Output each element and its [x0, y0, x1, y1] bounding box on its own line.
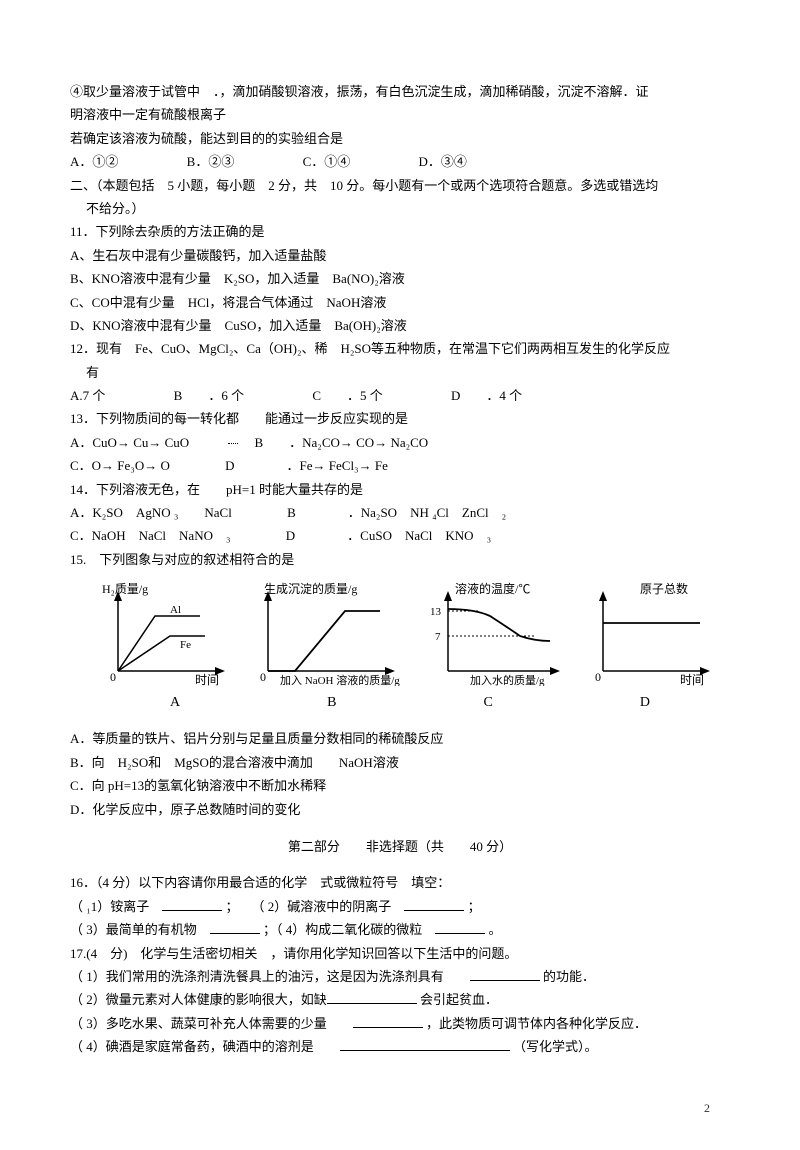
page-number: 2	[70, 1098, 730, 1120]
blank	[353, 1014, 423, 1028]
chart-c-t7: 7	[435, 631, 441, 643]
q14-a: A．K₂SO AgNO ₃ NaCl	[70, 505, 232, 520]
q14-c: C．NaOH NaCl NaNO ₃	[70, 528, 231, 543]
blank	[470, 967, 540, 981]
q17-stem: 17.(4 分) 化学与生活密切相关 ，请你用化学知识回答以下生活中的问题。	[70, 942, 730, 965]
q14-row2: C．NaOH NaCl NaNO ₃ D ．CuSO NaCl KNO ₃	[70, 524, 730, 547]
chart-c-xlabel: 加入水的质量/g	[470, 673, 545, 686]
q16-l2a: （ 3）最简单的有机物	[70, 922, 210, 937]
part2-title: 第二部分 非选择题（共 40 分）	[70, 835, 730, 858]
q16-stem: 16．（4 分）以下内容请你用最合适的化学 式或微粒符号 填空：	[70, 871, 730, 894]
q11-stem: 11．下列除去杂质的方法正确的是	[70, 220, 730, 243]
chart-a-fe: Fe	[180, 639, 191, 651]
q10-optB: B．②③	[187, 154, 235, 169]
q14-b: B ．Na₂SO NH ₄Cl ZnCl ₂	[287, 505, 506, 520]
q16-l2c: 。	[489, 922, 502, 937]
q17-l3a: （ 3）多吃水果、蔬菜可补充人体需要的少量	[70, 1016, 353, 1031]
q16-l1a: （ ₁1）铵离子	[70, 899, 162, 914]
q17-l4b: （写化学式）。	[513, 1039, 598, 1054]
section-two: 二、（本题包括 5 小题，每小题 2 分，共 10 分。每小题有一个或两个选项符…	[70, 174, 730, 197]
q12-options: A.7 个 B ．6 个 C ．5 个 D ．4 个	[70, 384, 730, 407]
q16-line1: （ ₁1）铵离子 ； （ 2）碱溶液中的阴离子 ；	[70, 895, 730, 918]
chart-a-al: Al	[170, 604, 181, 616]
blank	[340, 1037, 510, 1051]
q13-a: A．CuO→ Cu→ CuO	[70, 435, 189, 450]
q10-optD: D．③④	[419, 154, 467, 169]
chart-d-ylabel: 原子总数	[640, 581, 688, 596]
chart-letter-a: A	[170, 690, 180, 715]
blank	[327, 990, 417, 1004]
chart-a: H₂质量/g Al Fe 0 时间	[100, 581, 235, 686]
q10-optA: A．①②	[70, 154, 118, 169]
chart-letter-d: D	[640, 690, 650, 715]
q17-l1b: 的功能．	[543, 969, 595, 984]
chart-letter-b: B	[327, 690, 336, 715]
chart-b: 生成沉淀的质量/g 0 加入 NaOH 溶液的质量/g	[250, 581, 405, 686]
q13-b: B ．Na₂CO→ CO→ Na₂CO	[254, 435, 428, 450]
q15-opt-c: C．向 pH=13的氢氧化钠溶液中不断加水稀释	[70, 774, 730, 797]
q15-opt-a: A．等质量的铁片、铝片分别与足量且质量分数相同的稀硫酸反应	[70, 727, 730, 750]
svg-text:0: 0	[260, 670, 266, 684]
q10-line5: 若确定该溶液为硫酸，能达到目的的实验组合是	[70, 127, 730, 150]
q17-l2a: （ 2）微量元素对人体健康的影响很大，如缺	[70, 992, 327, 1007]
q17-l3b: ，此类物质可调节体内各种化学反应．	[426, 1016, 647, 1031]
q17-l2: （ 2）微量元素对人体健康的影响很大，如缺 会引起贫血．	[70, 988, 730, 1011]
q11-c: C、CO中混有少量 HCl，将混合气体通过 NaOH溶液	[70, 291, 730, 314]
q17-l4: （ 4）碘酒是家庭常备药，碘酒中的溶剂是 （写化学式）。	[70, 1035, 730, 1058]
chart-c-ylabel: 溶液的温度/℃	[455, 581, 530, 596]
q11-d: D、KNO溶液中混有少量 CuSO，加入适量 Ba(OH)₂溶液	[70, 314, 730, 337]
q13-d: D ．Fe→ FeCl₃→ Fe	[225, 458, 388, 473]
chart-a-xlabel: 时间	[195, 673, 219, 686]
q17-l1a: （ 1）我们常用的洗涤剂清洗餐具上的油污，这是因为洗涤剂具有	[70, 969, 470, 984]
q14-row1: A．K₂SO AgNO ₃ NaCl B ．Na₂SO NH ₄Cl ZnCl …	[70, 501, 730, 524]
q16-l1c: ；	[468, 899, 481, 914]
q12-optC: C ．5 个	[312, 388, 382, 403]
q16-l1b: ； （ 2）碱溶液中的阴离子	[226, 899, 405, 914]
q14-d: D ．CuSO NaCl KNO ₃	[286, 528, 491, 543]
q14-stem: 14．下列溶液无色，在 pH=1 时能大量共存的是	[70, 478, 730, 501]
blank	[404, 897, 464, 911]
q11-b: B、KNO溶液中混有少量 K₂SO，加入适量 Ba(NO)₂溶液	[70, 267, 730, 290]
chart-d-xlabel: 时间	[680, 673, 704, 686]
q10-line4: ④取少量溶液于试管中 ．，滴加硝酸钡溶液，振荡，有白色沉淀生成，滴加稀硝酸，沉淀…	[70, 80, 730, 103]
chart-c: 溶液的温度/℃ 13 7 加入水的质量/g	[420, 581, 570, 686]
q17-l3: （ 3）多吃水果、蔬菜可补充人体需要的少量 ，此类物质可调节体内各种化学反应．	[70, 1012, 730, 1035]
q16-l2b: ；（ 4）构成二氧化碳的微粒	[263, 922, 435, 937]
blank	[210, 920, 260, 934]
q12-optA: A.7 个	[70, 388, 105, 403]
chart-letters-row: A B C D	[70, 690, 730, 715]
q12-stem-b: 有	[70, 361, 730, 384]
chart-c-t13: 13	[430, 606, 442, 618]
q10-options: A．①② B．②③ C．①④ D．③④	[70, 150, 730, 173]
q10-line4b: 明溶液中一定有硫酸根离子	[70, 103, 730, 126]
chart-d: 原子总数 0 时间	[585, 581, 720, 686]
q11-a: A、生石灰中混有少量碳酸钙，加入适量盐酸	[70, 244, 730, 267]
svg-text:0: 0	[110, 670, 116, 684]
charts-row: H₂质量/g Al Fe 0 时间 生成沉淀的质量/g 0 加入 NaOH 溶液…	[70, 581, 730, 686]
dotted-underline	[228, 443, 238, 444]
q13-row2: C．O→ Fe₃O→ O D ．Fe→ FeCl₃→ Fe	[70, 454, 730, 477]
q16-line2: （ 3）最简单的有机物 ；（ 4）构成二氧化碳的微粒 。	[70, 918, 730, 941]
q12-optD: D ．4 个	[451, 388, 522, 403]
chart-b-ylabel: 生成沉淀的质量/g	[264, 581, 357, 596]
blank	[162, 897, 222, 911]
chart-letter-c: C	[484, 690, 493, 715]
chart-b-xlabel: 加入 NaOH 溶液的质量/g	[280, 673, 400, 686]
q15-opt-d: D．化学反应中，原子总数随时间的变化	[70, 798, 730, 821]
q12-optB: B ．6 个	[174, 388, 244, 403]
q15-opt-b: B．向 H₂SO和 MgSO的混合溶液中滴加 NaOH溶液	[70, 751, 730, 774]
svg-text:0: 0	[595, 670, 601, 684]
chart-a-ylabel: H₂质量/g	[102, 582, 148, 596]
q17-l4a: （ 4）碘酒是家庭常备药，碘酒中的溶剂是	[70, 1039, 340, 1054]
q12-stem: 12．现有 Fe、CuO、MgCl₂、Ca（OH)₂、稀 H₂SO等五种物质，在…	[70, 337, 730, 360]
q10-optC: C．①④	[303, 154, 351, 169]
q13-row1: A．CuO→ Cu→ CuO B ．Na₂CO→ CO→ Na₂CO	[70, 431, 730, 454]
q13-c: C．O→ Fe₃O→ O	[70, 458, 170, 473]
q17-l2b: 会引起贫血．	[420, 992, 498, 1007]
blank	[435, 920, 485, 934]
q15-stem: 15. 下列图象与对应的叙述相符合的是	[70, 548, 730, 571]
q13-stem: 13．下列物质间的每一转化都 能通过一步反应实现的是	[70, 407, 730, 430]
q17-l1: （ 1）我们常用的洗涤剂清洗餐具上的油污，这是因为洗涤剂具有 的功能．	[70, 965, 730, 988]
section-two-b: 不给分。）	[70, 197, 730, 220]
